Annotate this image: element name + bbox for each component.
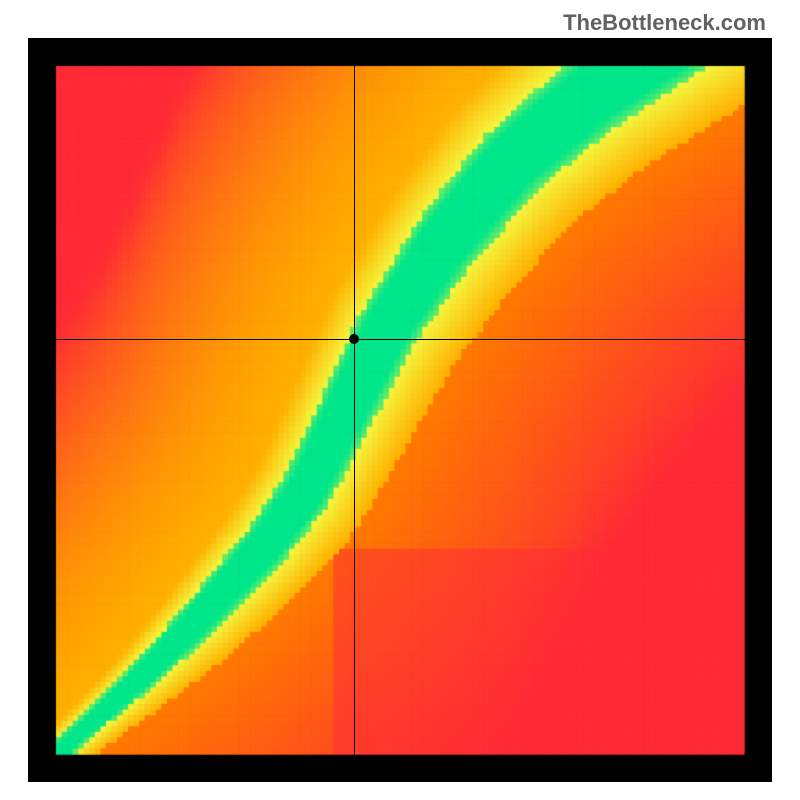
watermark-text: TheBottleneck.com <box>563 10 766 36</box>
crosshair-horizontal <box>28 339 772 340</box>
marker-dot <box>349 334 359 344</box>
chart-container: TheBottleneck.com <box>0 0 800 800</box>
crosshair-vertical <box>354 38 355 782</box>
heatmap-canvas <box>28 38 772 782</box>
heatmap-frame <box>28 38 772 782</box>
